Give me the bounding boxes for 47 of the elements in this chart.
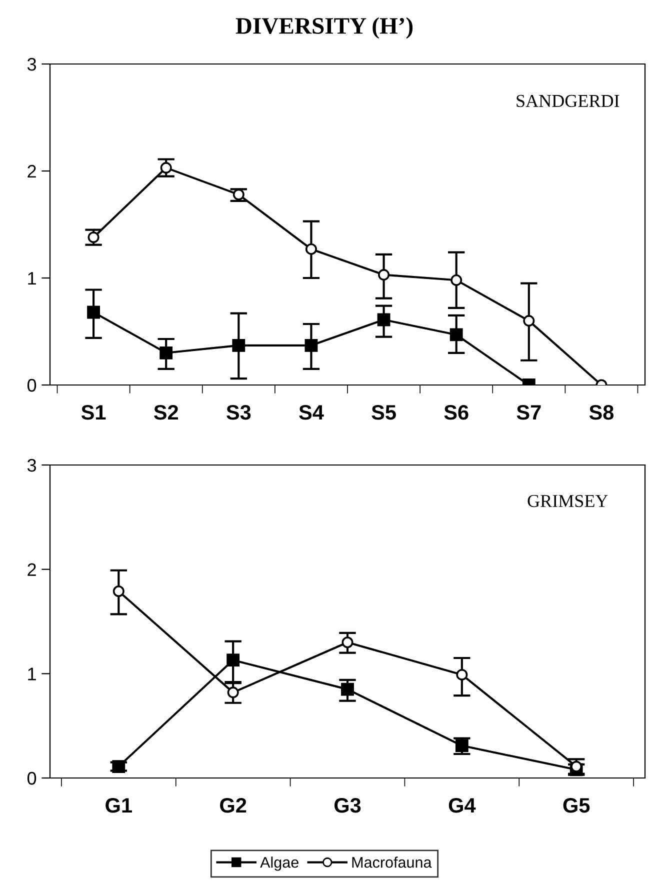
y-tick-label: 2 bbox=[28, 563, 36, 576]
x-tick-label: G4 bbox=[448, 798, 476, 813]
point bbox=[112, 760, 126, 773]
point bbox=[232, 338, 246, 352]
point bbox=[227, 686, 239, 698]
point bbox=[232, 188, 244, 200]
y-tick-label: 1 bbox=[28, 272, 36, 285]
x-tick-label: G1 bbox=[106, 798, 132, 813]
point bbox=[450, 274, 462, 286]
point bbox=[112, 585, 124, 598]
y-tick-label: 3 bbox=[27, 458, 36, 472]
y-tick-label: 1 bbox=[28, 668, 36, 680]
point bbox=[88, 232, 100, 244]
annotation: GRIMSEY bbox=[528, 494, 608, 508]
x-tick-label: G3 bbox=[334, 798, 361, 813]
annotation: SANDGERDI bbox=[516, 94, 620, 108]
point bbox=[455, 739, 468, 752]
x-tick-label: S5 bbox=[372, 404, 396, 420]
point bbox=[160, 346, 173, 360]
point bbox=[377, 313, 390, 326]
legend-label: Algae bbox=[260, 856, 298, 871]
point bbox=[456, 668, 468, 680]
chart-title: DIVERSITY (H’) bbox=[236, 17, 413, 39]
point bbox=[342, 636, 354, 648]
x-tick-label: S1 bbox=[81, 404, 106, 420]
point bbox=[341, 682, 354, 696]
x-tick-label: S2 bbox=[154, 404, 178, 420]
x-tick-label: G2 bbox=[220, 798, 246, 813]
point bbox=[226, 654, 240, 667]
point bbox=[378, 269, 390, 281]
point bbox=[450, 328, 463, 342]
x-tick-label: S8 bbox=[589, 404, 614, 420]
y-tick-label: 0 bbox=[27, 772, 36, 785]
point bbox=[160, 162, 172, 174]
y-tick-label: 3 bbox=[27, 58, 36, 71]
point bbox=[87, 306, 100, 319]
x-tick-label: S7 bbox=[516, 404, 541, 420]
point bbox=[523, 315, 535, 327]
y-tick-label: 0 bbox=[27, 378, 36, 392]
point bbox=[304, 338, 318, 352]
x-tick-label: S3 bbox=[226, 404, 251, 420]
y-tick-label: 2 bbox=[28, 164, 36, 178]
x-tick-label: S4 bbox=[299, 404, 324, 420]
point bbox=[305, 243, 317, 255]
legend-label: Macrofauna bbox=[352, 856, 432, 868]
x-tick-label: S6 bbox=[444, 404, 468, 420]
x-tick-label: G5 bbox=[563, 798, 590, 813]
